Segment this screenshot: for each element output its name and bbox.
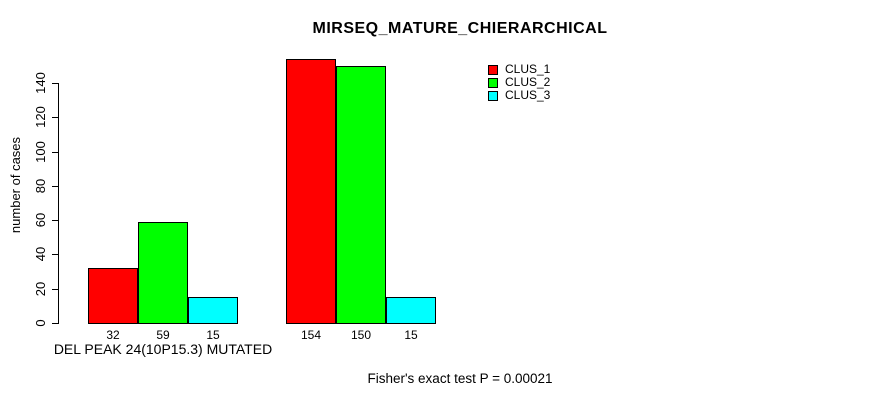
bar-value-label: 150 bbox=[350, 328, 372, 342]
x-axis-title: DEL PEAK 24(10P15.3) MUTATED bbox=[53, 341, 273, 357]
chart-title: MIRSEQ_MATURE_CHIERARCHICAL bbox=[312, 20, 608, 37]
legend-label: CLUS_1 bbox=[505, 62, 551, 76]
bar-clus_2-group-2 bbox=[336, 66, 386, 324]
y-tick-label: 120 bbox=[33, 106, 48, 128]
y-axis-line bbox=[58, 83, 59, 324]
bar-clus_3-group-1 bbox=[188, 297, 238, 324]
y-tick-label: 60 bbox=[33, 212, 48, 228]
legend-swatch-icon bbox=[488, 64, 498, 75]
bar-value-label: 15 bbox=[206, 328, 220, 342]
y-tick-mark bbox=[52, 117, 58, 118]
y-tick-mark bbox=[52, 186, 58, 187]
legend-swatch-icon bbox=[488, 77, 498, 88]
y-tick-mark bbox=[52, 323, 58, 324]
y-tick-label: 20 bbox=[33, 281, 48, 297]
bar-clus_1-group-1 bbox=[88, 268, 138, 324]
bar-value-label: 154 bbox=[300, 328, 322, 342]
bar-clus_1-group-2 bbox=[286, 59, 336, 324]
y-tick-label: 80 bbox=[33, 178, 48, 194]
bar-value-label: 32 bbox=[106, 328, 120, 342]
legend-label: CLUS_3 bbox=[505, 88, 551, 102]
y-tick-label: 40 bbox=[33, 246, 48, 262]
y-tick-mark bbox=[52, 83, 58, 84]
y-tick-label: 100 bbox=[33, 141, 48, 163]
y-tick-mark bbox=[52, 152, 58, 153]
legend-label: CLUS_2 bbox=[505, 75, 551, 89]
y-axis-title: number of cases bbox=[8, 136, 23, 234]
y-tick-label: 0 bbox=[33, 319, 48, 327]
fisher-test-annotation: Fisher's exact test P = 0.00021 bbox=[367, 371, 553, 386]
y-tick-mark bbox=[52, 289, 58, 290]
y-tick-mark bbox=[52, 220, 58, 221]
bar-clus_2-group-1 bbox=[138, 222, 188, 324]
bar-value-label: 59 bbox=[156, 328, 170, 342]
legend-swatch-icon bbox=[488, 90, 498, 101]
y-tick-mark bbox=[52, 254, 58, 255]
bar-value-label: 15 bbox=[404, 328, 418, 342]
legend-item-clus_2: CLUS_2 bbox=[488, 75, 551, 89]
legend-item-clus_1: CLUS_1 bbox=[488, 62, 551, 76]
legend-item-clus_3: CLUS_3 bbox=[488, 88, 551, 102]
y-tick-label: 140 bbox=[33, 72, 48, 94]
legend: CLUS_1 CLUS_2 CLUS_3 bbox=[488, 62, 551, 102]
bar-clus_3-group-2 bbox=[386, 297, 436, 324]
